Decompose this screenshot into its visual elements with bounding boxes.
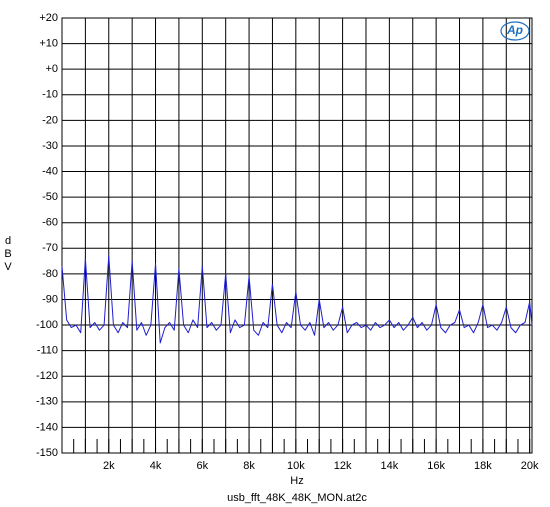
y-tick-label: -90 <box>42 293 58 305</box>
y-tick-label: -40 <box>42 165 58 177</box>
plot-area <box>61 17 533 454</box>
x-tick-label: 20k <box>521 460 539 472</box>
x-tick-label: 18k <box>474 460 492 472</box>
y-tick-label: -60 <box>42 217 58 229</box>
y-tick-label: +0 <box>45 63 58 75</box>
x-tick-label: 12k <box>334 460 352 472</box>
y-tick-label: -140 <box>36 421 58 433</box>
logo-ring <box>500 21 530 41</box>
y-tick-label: +10 <box>39 37 58 49</box>
y-tick-label: -120 <box>36 370 58 382</box>
y-tick-label: -130 <box>36 396 58 408</box>
plot-layer: +20 +10 +0 -10 -20 -30 -40 -50 -60 -70 -80 -90 -100 -… <box>36 12 539 472</box>
x-tick-label: 16k <box>427 460 445 472</box>
y-tick-label: +20 <box>39 12 58 24</box>
x-tick-label: 4k <box>150 460 162 472</box>
x-tick-label: 8k <box>243 460 255 472</box>
x-tick-label: 6k <box>196 460 208 472</box>
y-tick-label: -110 <box>37 345 58 357</box>
y-tick-label: -30 <box>42 140 58 152</box>
logo: Ap <box>506 23 523 37</box>
y-tick-label: -150 <box>36 447 58 459</box>
y-tick-label: -80 <box>42 268 58 280</box>
y-axis-label: dBV <box>2 235 14 274</box>
x-axis-label: Hz <box>290 475 303 487</box>
x-tick-label: 14k <box>380 460 398 472</box>
fft-trace <box>61 255 533 344</box>
y-tick-label: -10 <box>42 89 58 101</box>
footer: usb_fft_48K_48K_MON.at2c <box>227 492 367 504</box>
y-tick-label: -20 <box>42 114 58 126</box>
y-tick-label: -100 <box>36 319 58 331</box>
x-tick-label: 2k <box>103 460 115 472</box>
y-tick-label: -50 <box>42 191 58 203</box>
y-tick-label: -70 <box>42 242 58 254</box>
x-tick-label: 10k <box>287 460 305 472</box>
